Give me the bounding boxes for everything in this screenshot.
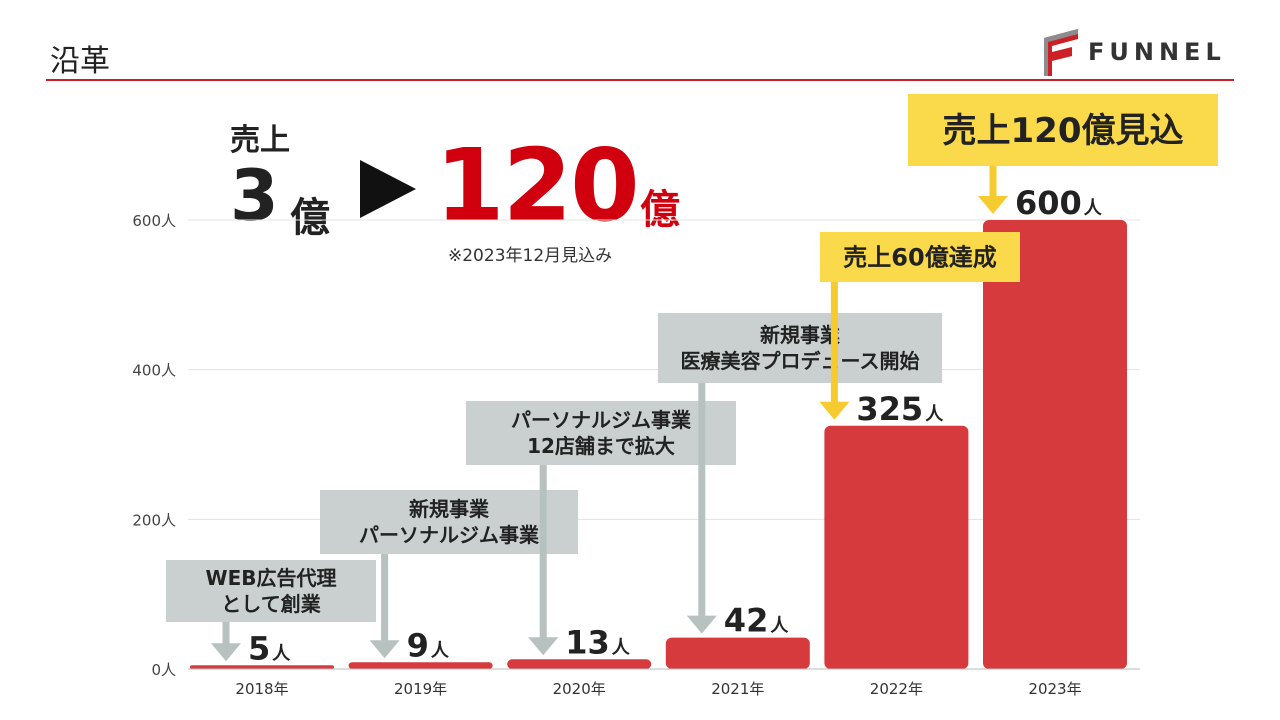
y-tick-label: 600人 [132,212,176,230]
x-tick-label: 2019年 [394,680,447,698]
value-number: 13 [565,623,610,661]
down-arrow-icon [819,401,850,420]
milestone-text: WEB広告代理 [206,566,337,590]
headline-from-value: 3 [230,155,279,237]
value-unit: 人 [925,404,944,425]
bar [348,662,493,669]
sales-headline: 売上 3 億 120 億 ※2023年12月見込み [230,115,700,266]
bar [190,665,334,669]
value-label: 42 人 [724,602,790,640]
headline-to-unit: 億 [640,187,680,233]
milestone-text: として創業 [221,592,321,616]
x-tick-label: 2023年 [1028,680,1081,698]
milestone-box [466,401,736,465]
highlight-text: 売上60億達成 [843,243,996,271]
milestone-text: 12店舗まで拡大 [527,434,675,458]
y-tick-label: 200人 [132,511,176,529]
value-number: 5 [248,629,270,667]
logo-wordmark: FUNNEL [1088,38,1226,66]
x-tick-label: 2018年 [235,680,288,698]
headline-note: ※2023年12月見込み [448,246,613,266]
value-number: 42 [724,602,769,640]
milestone-text: パーソナルジム事業 [511,408,692,432]
value-label: 600 人 [1015,184,1103,222]
bar [824,425,969,669]
down-arrow-icon [369,640,400,659]
highlight-box [908,94,1218,166]
value-number: 9 [407,626,429,664]
title-divider [46,79,1234,81]
milestone-box [320,490,578,554]
value-unit: 人 [612,637,631,658]
milestone-box [166,560,376,622]
down-arrow-icon [686,615,717,634]
highlight-box [820,232,1020,282]
x-tick-label: 2020年 [553,680,606,698]
milestone-box [658,313,942,383]
headline-from-unit: 億 [290,195,330,241]
down-arrow-icon [978,196,1008,214]
bar [665,637,810,669]
y-tick-label: 400人 [132,362,176,380]
x-tick-label: 2021年 [711,680,764,698]
headline-label: 売上 [230,123,290,158]
value-number: 325 [856,390,923,428]
funnel-logo: FUNNEL [1038,26,1238,78]
milestone-text: 新規事業 [409,497,490,521]
play-arrow-icon [360,160,416,218]
funnel-logo-mark [1044,29,1078,76]
highlight-text: 売上120億見込 [943,111,1184,151]
value-unit: 人 [272,643,291,664]
value-label: 325 人 [856,390,944,428]
bar [507,659,652,669]
x-tick-label: 2022年 [870,680,923,698]
down-arrow-icon [211,643,241,662]
page-title: 沿革 [50,44,110,79]
milestone-text: パーソナルジム事業 [359,523,540,547]
value-unit: 人 [770,616,789,637]
headline-to-value: 120 [435,127,640,244]
down-arrow-icon [528,637,559,656]
value-unit: 人 [431,640,450,661]
value-unit: 人 [1084,198,1103,219]
y-tick-label: 0人 [151,661,176,679]
milestone-text: 新規事業 [760,323,841,347]
value-label: 13 人 [565,623,631,661]
bar [983,220,1127,669]
value-number: 600 [1015,184,1082,222]
milestone-text: 医療美容プロデュース開始 [681,349,920,373]
